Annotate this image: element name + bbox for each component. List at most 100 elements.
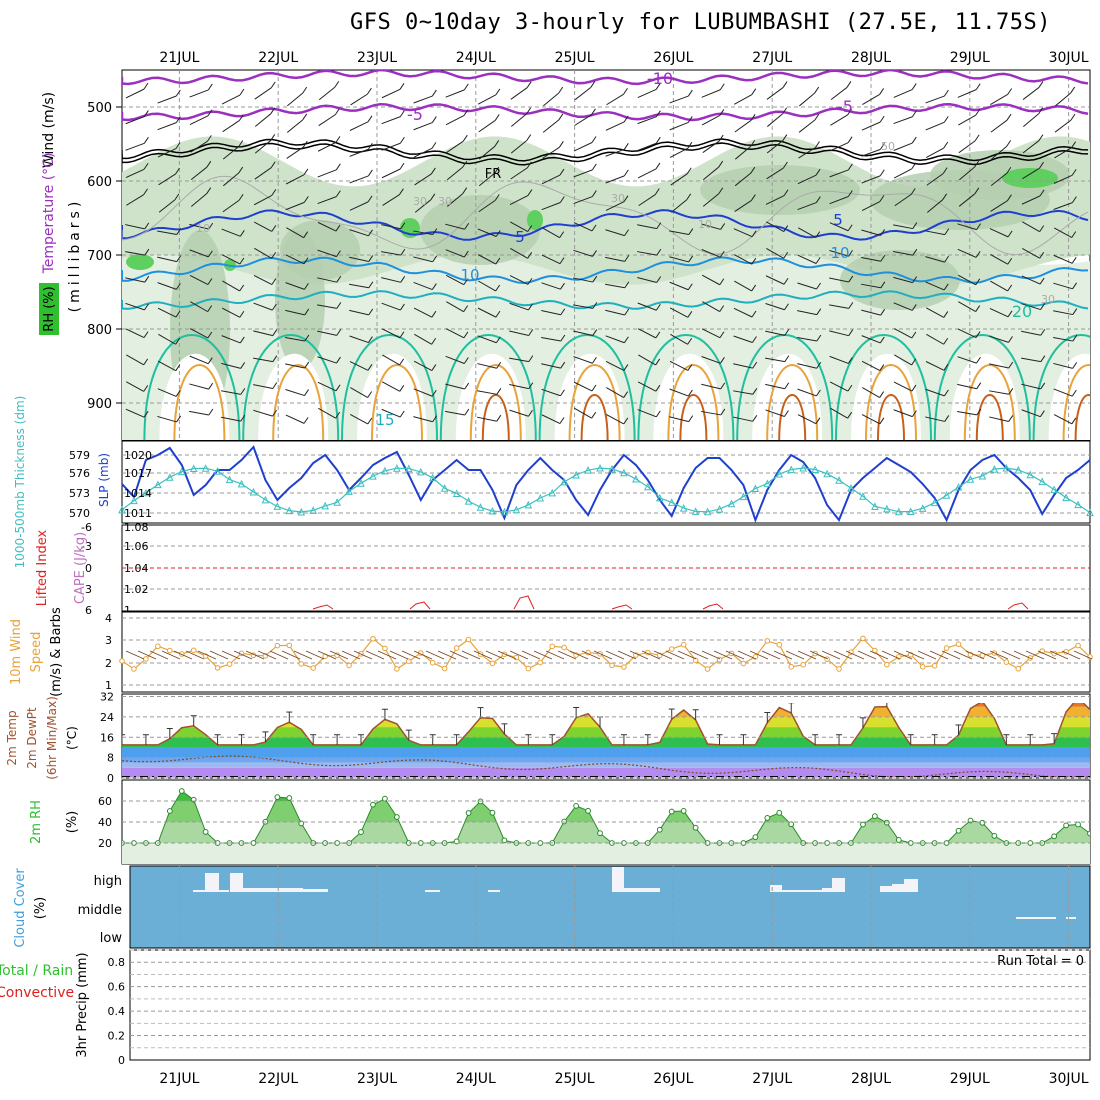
wind-barb-10m xyxy=(521,650,541,660)
cape-spike xyxy=(513,595,535,610)
wind-barb xyxy=(253,384,273,390)
wind-barb-flag xyxy=(1007,194,1012,201)
wind-barb-flag xyxy=(1006,113,1012,121)
wind-barb-flag xyxy=(367,169,373,177)
wind-barb xyxy=(253,194,273,206)
wind-barb xyxy=(541,309,561,316)
wind-barb-flag xyxy=(143,331,149,338)
thickness-marker xyxy=(333,498,341,506)
wind-barb xyxy=(317,277,337,283)
pressure-tick-label: 700 xyxy=(87,249,112,264)
wind-barb-flag xyxy=(559,168,565,176)
wind-barb xyxy=(1022,167,1040,180)
wind-barb xyxy=(125,302,145,311)
wind-barb xyxy=(702,193,720,207)
wind-barb xyxy=(413,307,433,318)
wind-barb xyxy=(381,88,401,99)
wind-barb xyxy=(765,275,785,285)
temp-label-3: (6hr Min/Max) xyxy=(45,696,59,780)
date-label-top: 29JUL xyxy=(950,50,990,66)
wind-barb-flag xyxy=(144,222,150,230)
wind-barb-10m xyxy=(449,650,469,660)
wind-barb-flag xyxy=(143,385,149,392)
thickness-marker xyxy=(154,480,162,489)
wind-barb-10m xyxy=(761,650,781,660)
slp-axis-label: SLP (mb) xyxy=(97,453,111,507)
wind-barb-flag xyxy=(624,255,630,262)
wind-barb xyxy=(413,281,433,291)
wind-barb xyxy=(957,410,977,416)
thickness-marker xyxy=(118,505,126,514)
rh-marker xyxy=(1075,821,1081,828)
wind-barb-10m xyxy=(233,650,253,660)
wind-barb-flag xyxy=(687,311,693,318)
wind-barb xyxy=(861,335,881,344)
top-date-axis: 21JUL 22JUL 23JUL 24JUL 25JUL 26JUL 27JUL 28JUL… xyxy=(159,50,1088,66)
cloud-label-1: Cloud Cover xyxy=(13,868,28,948)
wind-barb-flag xyxy=(559,196,565,203)
wind-barb xyxy=(221,94,241,105)
wind-barb-10m xyxy=(629,650,649,660)
wind-speed-marker xyxy=(190,647,197,654)
wind-barb xyxy=(637,328,657,339)
wind-barb-10m xyxy=(281,650,301,660)
wind-speed-marker xyxy=(668,646,675,652)
thickness-marker xyxy=(249,487,258,496)
wind-barb-flag xyxy=(174,193,180,201)
wind-barb xyxy=(573,196,593,205)
wind-barb xyxy=(926,199,944,213)
wind-barb xyxy=(957,248,977,258)
thickness-marker xyxy=(655,493,664,502)
wind-barb-flag xyxy=(560,282,565,290)
wind-barb-flag xyxy=(368,281,374,289)
rh-contour xyxy=(122,175,1089,256)
wind-barb xyxy=(767,113,783,127)
wind-barb xyxy=(445,274,465,286)
wind-barb xyxy=(989,335,1009,343)
wind-barb xyxy=(701,89,721,98)
wind-speed-marker xyxy=(274,642,281,649)
wind-barb-10m xyxy=(353,650,373,660)
wind-barb-flag xyxy=(1006,140,1012,147)
wind-barb xyxy=(701,249,721,258)
wind-barb-flag xyxy=(816,282,821,290)
wind-speed-marker xyxy=(1015,665,1022,672)
wind-barb xyxy=(541,414,561,424)
wind-speed-marker xyxy=(489,660,496,667)
rh-marker xyxy=(776,809,783,816)
wind-barb-flag xyxy=(591,224,597,232)
wind-barb xyxy=(830,407,848,419)
date-label-bottom: 28JUL xyxy=(851,1071,891,1087)
wind-barb-flag xyxy=(975,305,981,312)
wind-barb-flag xyxy=(784,410,789,417)
wind-barb-flag xyxy=(623,87,628,95)
wind-barb xyxy=(542,119,560,133)
contour-plus-30 xyxy=(481,394,510,440)
wind-barb-flag xyxy=(783,189,789,197)
wind-barb-10m xyxy=(245,650,265,660)
wind-barb-flag xyxy=(1007,230,1013,238)
wind-barb-flag xyxy=(559,257,565,264)
li-tick-label: -6 xyxy=(81,521,92,534)
wind-barb xyxy=(733,363,753,369)
wind-barb-flag xyxy=(335,224,341,232)
wind-barb-flag xyxy=(719,250,725,258)
wind-barb xyxy=(285,254,305,265)
precip-tick-label: 0.2 xyxy=(108,1030,126,1043)
wind-barb-flag xyxy=(847,108,852,116)
li-tick-label: 6 xyxy=(85,604,92,617)
wind-barb-flag xyxy=(399,303,405,311)
wind-barb xyxy=(893,328,913,339)
wind-barb-flag xyxy=(1072,362,1078,369)
wind-barb-flag xyxy=(368,229,373,237)
wind-barb xyxy=(349,283,369,289)
wind-barb-flag xyxy=(974,187,980,195)
wind-barb-flag xyxy=(1071,257,1077,264)
rh-marker xyxy=(656,826,663,833)
thickness-tick-label: 570 xyxy=(69,507,90,520)
wind-barb xyxy=(542,146,560,159)
wind-barb-flag xyxy=(944,389,949,397)
wind-barb xyxy=(573,381,593,392)
wind-barb-flag xyxy=(847,411,853,419)
wind-barb xyxy=(446,301,464,313)
